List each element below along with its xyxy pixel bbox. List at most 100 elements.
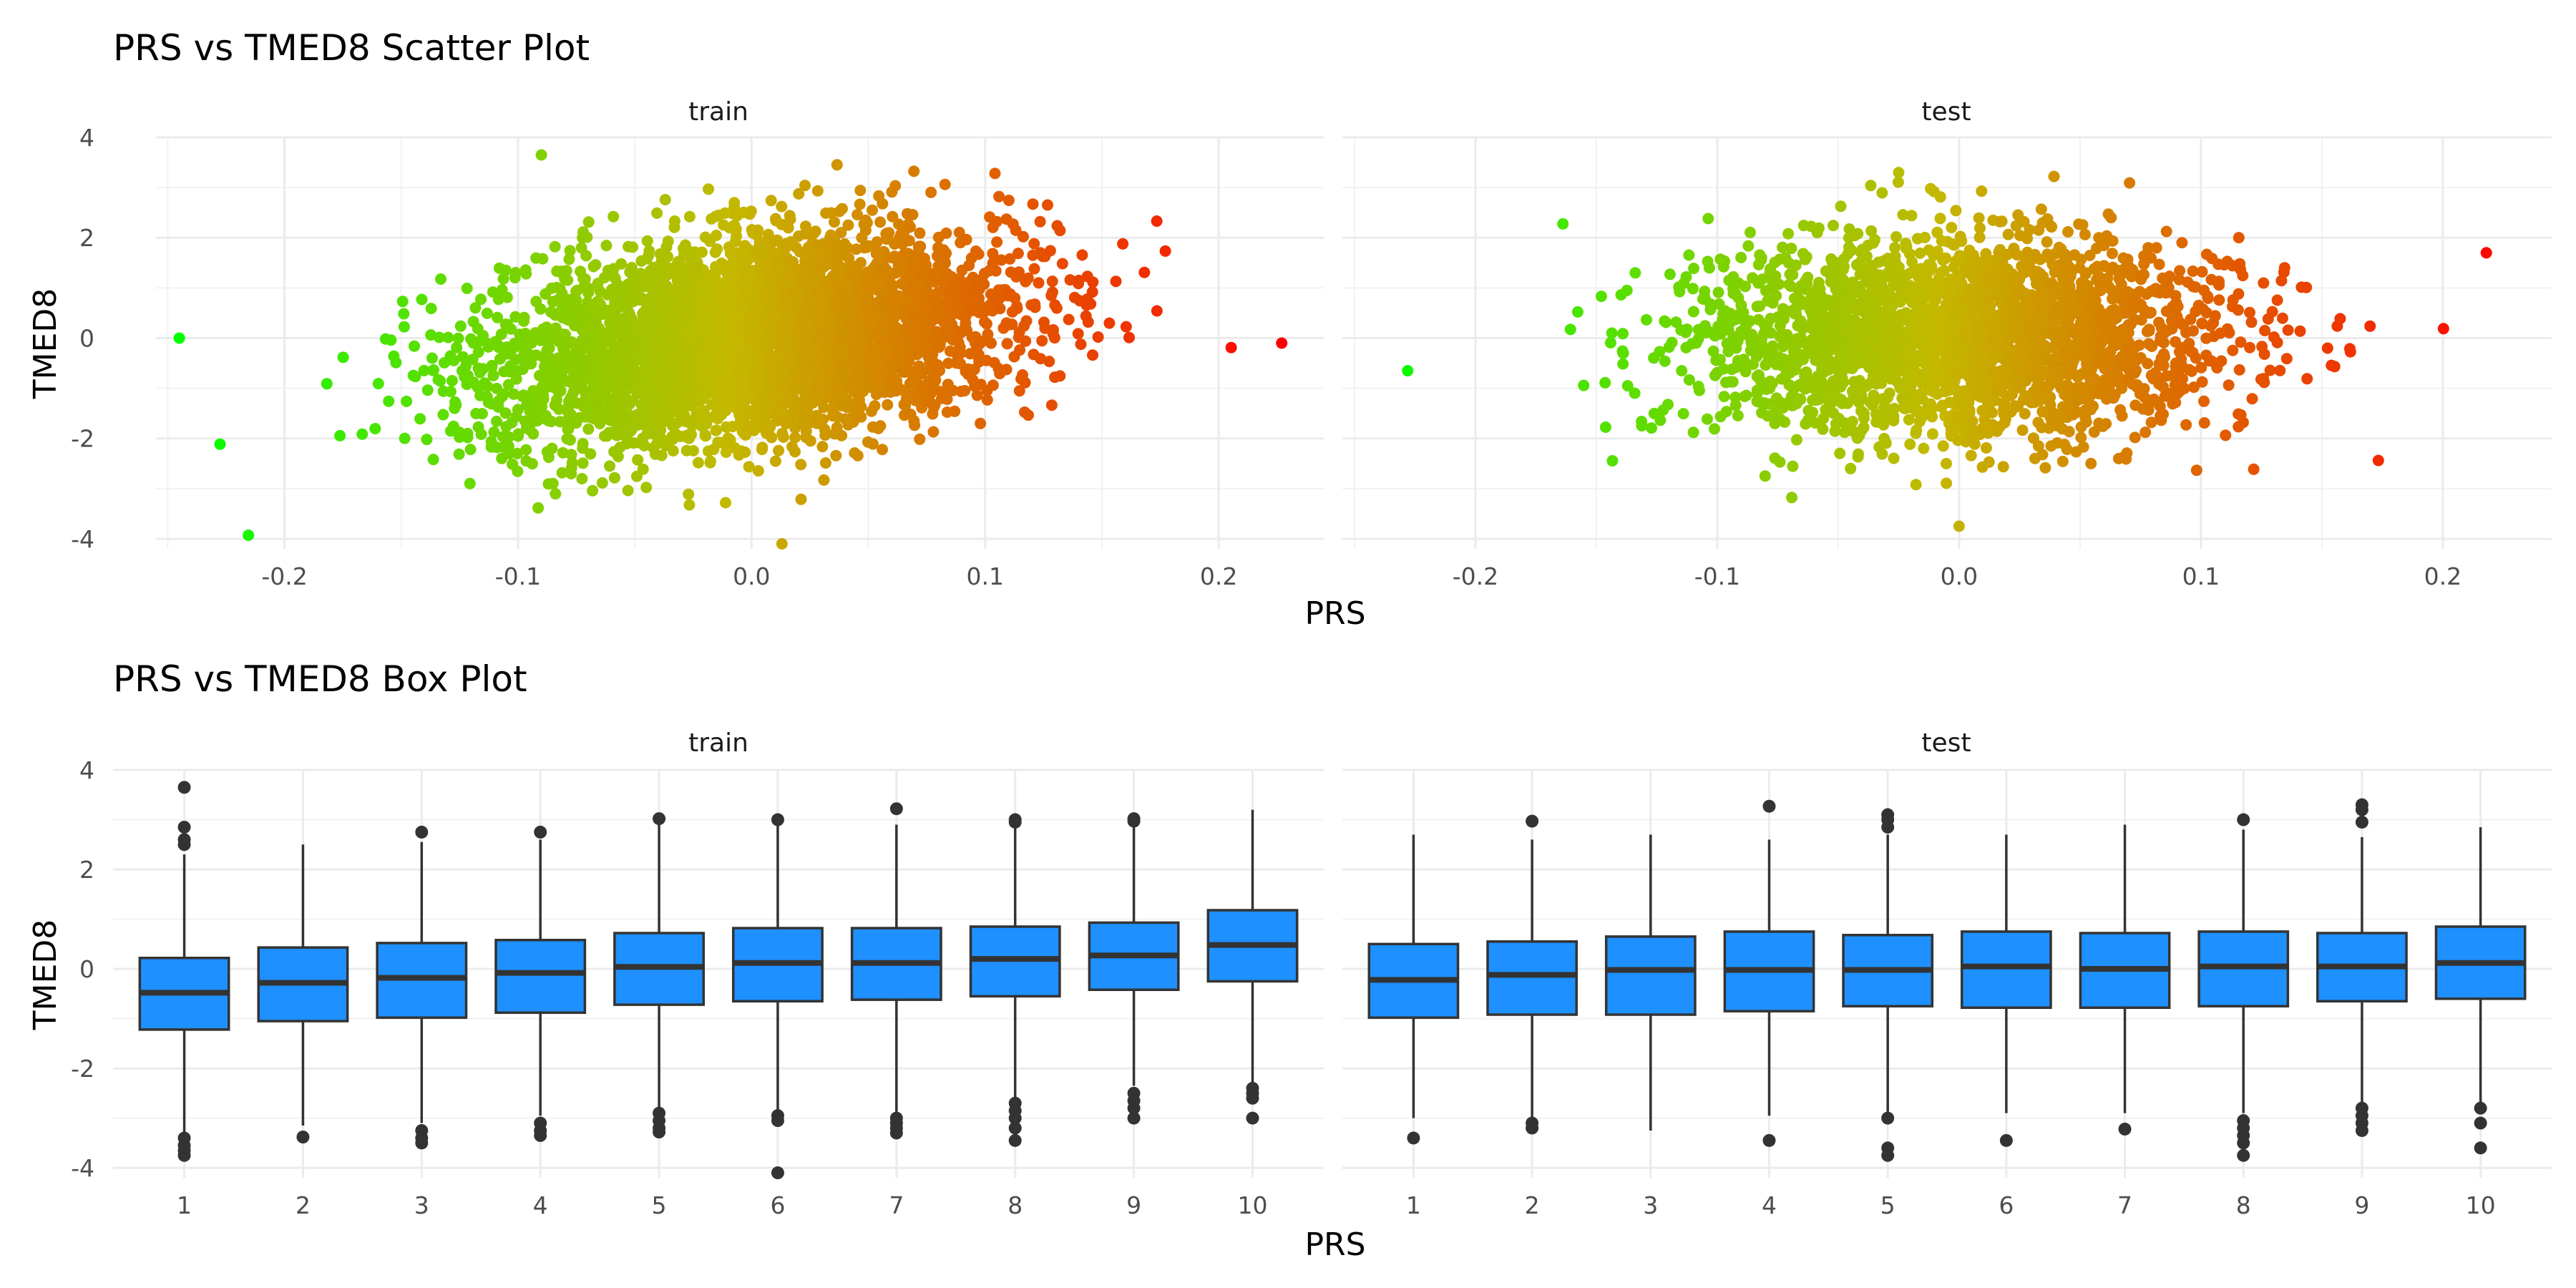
scatter-point <box>988 356 1000 369</box>
scatter-point <box>577 457 589 469</box>
scatter-point <box>1027 198 1039 210</box>
scatter-point <box>173 332 185 344</box>
scatter-point <box>577 232 589 244</box>
scatter-point <box>464 477 476 489</box>
scatter-point <box>769 213 781 225</box>
scatter-point <box>862 266 874 278</box>
scatter-point <box>722 284 734 296</box>
scatter-point <box>670 260 683 272</box>
scatter-point <box>555 266 567 278</box>
scatter-point <box>1020 315 1033 327</box>
scatter-point <box>545 416 557 427</box>
scatter-point <box>214 438 226 450</box>
scatter-point <box>697 372 709 384</box>
scatter-point <box>1004 253 1016 265</box>
scatter-point <box>831 159 843 171</box>
scatter-point <box>334 429 346 441</box>
scatter-point <box>474 335 487 347</box>
scatter-point <box>731 343 743 355</box>
scatter-point <box>835 310 847 322</box>
scatter-point <box>914 278 927 290</box>
scatter-point <box>1048 332 1060 344</box>
scatter-point <box>1276 337 1288 349</box>
scatter-point <box>1013 331 1025 343</box>
scatter-point <box>776 427 789 439</box>
scatter-x-tick-label: 0.1 <box>966 562 1003 590</box>
scatter-point <box>592 278 604 290</box>
scatter-point <box>869 342 882 354</box>
scatter-point <box>867 204 878 216</box>
scatter-point <box>907 209 919 220</box>
scatter-train-strip-label: train <box>688 97 748 127</box>
scatter-point <box>482 396 494 409</box>
scatter-point <box>779 308 791 321</box>
scatter-point <box>675 381 688 394</box>
scatter-point <box>653 418 665 430</box>
scatter-point <box>940 327 952 339</box>
scatter-point <box>582 423 595 435</box>
scatter-point <box>718 383 730 395</box>
scatter-point <box>780 418 792 430</box>
scatter-point <box>1028 263 1040 275</box>
scatter-point <box>711 230 722 241</box>
scatter-point <box>955 347 967 359</box>
scatter-point <box>467 316 479 328</box>
scatter-point <box>882 361 894 374</box>
scatter-facet-train: train -0.2 -0.1 0.0 0.1 0.2 <box>156 97 1324 590</box>
scatter-point <box>1051 220 1063 232</box>
scatter-point <box>625 359 636 371</box>
scatter-point <box>829 216 840 228</box>
scatter-point <box>618 312 630 324</box>
scatter-point <box>1029 301 1041 313</box>
scatter-point <box>812 315 824 327</box>
scatter-point <box>717 356 729 367</box>
scatter-point <box>372 378 384 390</box>
scatter-point <box>548 364 560 375</box>
scatter-point <box>590 400 602 412</box>
scatter-point <box>592 379 604 391</box>
scatter-point <box>608 210 620 223</box>
scatter-point <box>732 322 744 334</box>
scatter-point <box>409 371 421 383</box>
scatter-point <box>1042 199 1053 211</box>
scatter-point <box>1087 349 1098 361</box>
scatter-point <box>728 197 741 209</box>
scatter-point <box>1941 477 1953 489</box>
scatter-point <box>398 321 410 333</box>
scatter-point <box>813 350 825 362</box>
scatter-point <box>826 410 839 422</box>
scatter-point <box>810 340 822 352</box>
scatter-point <box>561 433 573 445</box>
scatter-point <box>973 338 985 350</box>
scatter-point <box>833 348 845 360</box>
scatter-point <box>1050 302 1063 314</box>
scatter-point <box>451 341 463 353</box>
scatter-point <box>917 291 930 303</box>
scatter-point <box>733 366 746 378</box>
scatter-point <box>587 260 600 273</box>
scatter-point <box>535 149 547 161</box>
scatter-point <box>580 250 592 262</box>
scatter-point <box>822 358 834 370</box>
scatter-point <box>421 384 434 396</box>
scatter-point <box>773 444 785 457</box>
scatter-point <box>667 338 679 349</box>
scatter-point <box>955 386 967 397</box>
scatter-point <box>895 228 907 240</box>
scatter-point <box>641 235 653 247</box>
scatter-point <box>704 455 716 467</box>
scatter-point <box>479 377 491 389</box>
scatter-point <box>892 348 904 361</box>
scatter-point <box>736 301 748 313</box>
scatter-point <box>604 379 616 391</box>
scatter-point <box>1045 290 1058 301</box>
scatter-point <box>452 332 464 344</box>
scatter-point <box>379 333 391 345</box>
scatter-point <box>399 432 411 444</box>
scatter-point <box>1782 228 1795 240</box>
scatter-point <box>622 484 634 497</box>
scatter-point <box>520 444 532 456</box>
scatter-point <box>469 302 482 314</box>
scatter-point <box>785 235 797 248</box>
scatter-point <box>890 291 902 303</box>
